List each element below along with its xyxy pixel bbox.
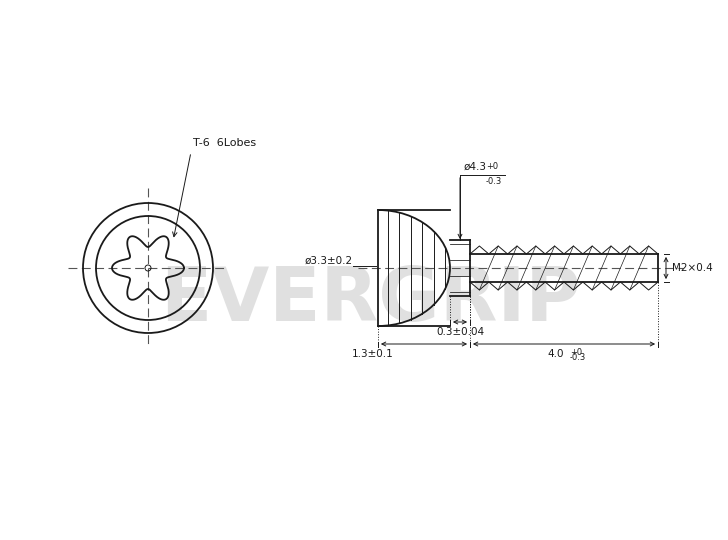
Text: -0.3: -0.3	[570, 353, 586, 362]
Text: 0.3±0.04: 0.3±0.04	[436, 327, 484, 337]
Text: +0: +0	[570, 348, 582, 357]
Text: 1.3±0.1: 1.3±0.1	[352, 349, 394, 359]
Text: EVERGRIP: EVERGRIP	[160, 264, 580, 336]
Text: ø3.3±0.2: ø3.3±0.2	[305, 256, 353, 266]
Text: -0.3: -0.3	[486, 177, 502, 186]
Text: M2×0.4: M2×0.4	[672, 263, 713, 273]
Text: ø4.3: ø4.3	[464, 162, 487, 172]
Text: +0: +0	[486, 162, 498, 171]
Text: 4.0: 4.0	[547, 349, 564, 359]
Text: T-6  6Lobes: T-6 6Lobes	[193, 138, 256, 148]
